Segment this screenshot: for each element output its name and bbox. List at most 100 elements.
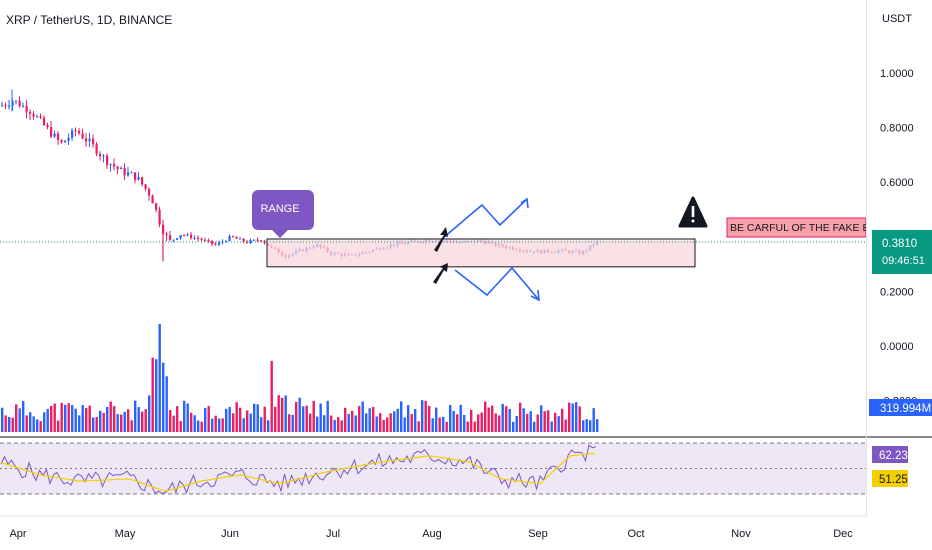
candle-body — [253, 239, 256, 241]
volume-bar — [470, 409, 473, 432]
candle-body — [32, 113, 35, 117]
volume-bar — [540, 405, 543, 432]
candle-body — [144, 184, 147, 189]
volume-bars — [1, 324, 599, 432]
candle-body — [134, 172, 137, 180]
candle-body — [92, 138, 95, 145]
volume-bar — [480, 412, 483, 432]
last-price-bg — [872, 230, 932, 274]
volume-bar — [239, 407, 242, 432]
volume-bar — [368, 408, 371, 432]
candle-body — [155, 203, 158, 210]
candle-body — [165, 234, 168, 236]
candle-body — [204, 239, 207, 241]
volume-bar — [312, 400, 315, 432]
volume-bar — [29, 412, 32, 432]
volume-bar — [533, 421, 536, 432]
candle-body — [95, 144, 98, 154]
volume-bar — [582, 420, 585, 432]
candle-body — [109, 164, 112, 166]
volume-bar — [330, 415, 333, 432]
volume-bar — [547, 410, 550, 432]
candle-body — [200, 238, 203, 240]
candle-body — [99, 153, 102, 157]
volume-bar — [494, 413, 497, 432]
volume-bar — [148, 395, 151, 432]
volume-bar — [267, 420, 270, 432]
candle-body — [1, 105, 4, 107]
volume-bar — [435, 407, 438, 432]
volume-bar — [155, 359, 158, 432]
warning-bang — [691, 206, 695, 217]
candle-body — [183, 235, 186, 237]
price-tick-label: 0.0000 — [880, 341, 914, 353]
breakout-marker-down — [433, 263, 448, 284]
volume-bar — [379, 413, 382, 432]
fake-breakout-note: BE CARFUL OF THE FAKE BREAKOUT — [726, 217, 867, 238]
volume-bar — [15, 404, 18, 432]
candle-body — [113, 164, 116, 167]
volume-bar — [515, 416, 518, 432]
volume-bar — [564, 419, 567, 432]
volume-bar — [473, 421, 476, 432]
volume-bar — [505, 406, 508, 432]
candle-body — [162, 224, 165, 235]
volume-bar — [477, 414, 480, 432]
volume-bar — [85, 407, 88, 432]
volume-bar — [596, 419, 599, 432]
volume-bar — [130, 420, 133, 432]
volume-bar — [284, 395, 287, 432]
candle-body — [18, 100, 21, 107]
candle-body — [57, 133, 60, 140]
volume-bar — [358, 406, 361, 432]
volume-bar — [109, 401, 112, 432]
volume-bar — [221, 418, 224, 432]
candle-body — [88, 138, 91, 142]
candle-body — [260, 240, 263, 242]
volume-bar — [449, 404, 452, 432]
volume-bar — [39, 421, 42, 432]
range-callout: RANGE — [252, 190, 314, 238]
candle-group — [1, 96, 599, 260]
x-tick-label: Sep — [528, 528, 548, 540]
candle-body — [25, 105, 28, 113]
volume-bar — [57, 420, 60, 432]
volume-bar — [228, 406, 231, 432]
volume-last-value: 319.994M — [880, 403, 931, 415]
candle-body — [39, 116, 42, 118]
volume-bar — [428, 405, 431, 432]
candle-body — [172, 239, 175, 241]
volume-bar — [186, 403, 189, 432]
volume-bar — [218, 418, 221, 432]
candle-body — [22, 105, 25, 107]
volume-bar — [169, 410, 172, 432]
warning-dot — [691, 219, 695, 223]
volume-bar — [172, 415, 175, 432]
candle-body — [127, 172, 130, 176]
volume-bar — [396, 408, 399, 432]
volume-bar — [92, 417, 95, 432]
volume-bar — [197, 420, 200, 432]
volume-bar — [592, 408, 595, 432]
volume-bar — [144, 409, 147, 432]
volume-bar — [424, 400, 427, 432]
rsi-ma-value: 51.25 — [879, 474, 908, 486]
volume-bar — [578, 406, 581, 432]
price-tick-label: 0.6000 — [880, 177, 914, 189]
volume-bar — [298, 397, 301, 432]
volume-badge-bg — [869, 399, 932, 416]
volume-bar — [344, 407, 347, 432]
volume-bar — [414, 408, 417, 432]
volume-bar — [53, 403, 56, 432]
candle-body — [197, 237, 200, 239]
rsi-ma-line — [0, 452, 596, 492]
volume-bar — [561, 408, 564, 432]
price-tick-label: 1.0000 — [880, 68, 914, 80]
candle-body — [148, 188, 151, 196]
volume-bar — [585, 419, 588, 432]
volume-bar — [403, 417, 406, 432]
volume-bar — [386, 417, 389, 432]
volume-bar — [365, 413, 368, 432]
volume-bar — [452, 410, 455, 432]
